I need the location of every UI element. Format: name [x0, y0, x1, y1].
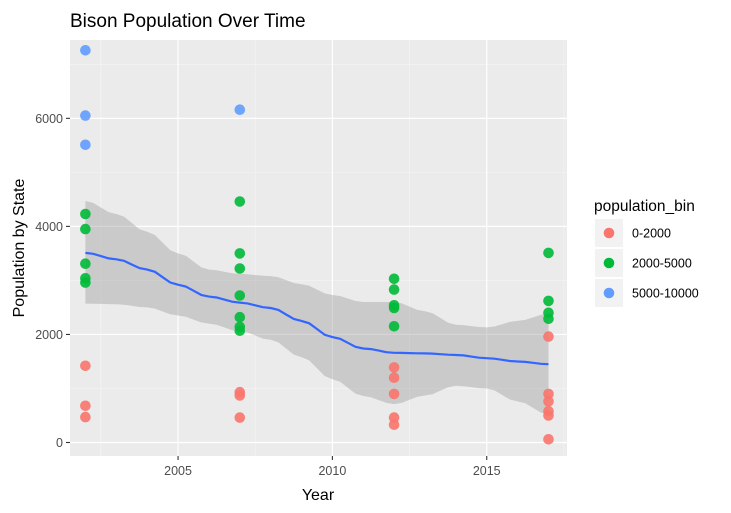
- smooth-trend-line: [85, 251, 549, 366]
- y-tick-label: 4000: [35, 220, 63, 234]
- smooth-line: [85, 251, 549, 366]
- data-point-5000-10000: [80, 110, 91, 121]
- legend-label: 5000-10000: [632, 287, 699, 301]
- data-point-5000-10000: [80, 139, 91, 151]
- x-tick-label: 2005: [164, 464, 192, 478]
- data-point-0-2000: [234, 412, 246, 423]
- x-tick-label: 2010: [318, 464, 346, 478]
- data-point-2000-5000: [388, 273, 400, 285]
- data-point-2000-5000: [388, 302, 400, 314]
- data-point-2000-5000: [543, 313, 554, 325]
- data-point-0-2000: [543, 388, 554, 400]
- data-point-0-2000: [388, 388, 400, 400]
- grid-lines: [70, 40, 567, 456]
- y-tick-label: 2000: [35, 328, 63, 342]
- confidence-band-area: [85, 201, 549, 415]
- data-point-2000-5000: [234, 263, 246, 274]
- plot-panel: [70, 40, 567, 456]
- data-point-2000-5000: [80, 258, 91, 270]
- data-point-0-2000: [80, 411, 91, 423]
- data-point-5000-10000: [234, 104, 246, 115]
- data-point-2000-5000: [388, 321, 400, 332]
- data-point-2000-5000: [234, 311, 246, 323]
- legend-title: population_bin: [594, 198, 695, 215]
- axes: 2005 2010 2015 0 2000 4000 6000: [35, 112, 501, 478]
- data-point-0-2000: [388, 372, 400, 384]
- data-point-2000-5000: [234, 325, 246, 337]
- data-point-2000-5000: [80, 223, 91, 235]
- data-point-2000-5000: [234, 248, 246, 259]
- data-point-2000-5000: [234, 196, 246, 207]
- legend-label: 2000-5000: [632, 257, 692, 271]
- legend-key-0-2000: [603, 227, 615, 239]
- data-point-2000-5000: [234, 290, 246, 301]
- x-tick-label: 2015: [473, 464, 501, 478]
- data-point-0-2000: [543, 434, 554, 445]
- legend-key-2000-5000: [603, 257, 615, 269]
- legend-key-5000-10000: [603, 287, 615, 299]
- data-point-5000-10000: [80, 45, 91, 56]
- data-point-2000-5000: [543, 295, 554, 307]
- data-point-0-2000: [543, 331, 554, 342]
- legend-label: 0-2000: [632, 227, 671, 241]
- y-tick-label: 6000: [35, 112, 63, 126]
- data-point-2000-5000: [80, 208, 91, 220]
- data-points: [80, 45, 554, 445]
- data-point-0-2000: [234, 390, 246, 401]
- confidence-band: [85, 201, 549, 415]
- chart-title: Bison Population Over Time: [70, 11, 306, 32]
- data-point-0-2000: [80, 400, 91, 412]
- data-point-2000-5000: [80, 277, 91, 288]
- data-point-2000-5000: [543, 247, 554, 259]
- x-axis-label: Year: [302, 487, 335, 504]
- legend: population_bin 0-2000 2000-5000 5000-10000: [594, 198, 699, 307]
- data-point-0-2000: [543, 396, 554, 407]
- data-point-0-2000: [543, 410, 554, 421]
- data-point-2000-5000: [388, 284, 400, 295]
- data-point-0-2000: [80, 360, 91, 372]
- y-tick-label: 0: [56, 436, 63, 450]
- data-point-0-2000: [388, 362, 400, 373]
- y-axis-label: Population by State: [11, 179, 28, 318]
- data-point-0-2000: [388, 419, 400, 431]
